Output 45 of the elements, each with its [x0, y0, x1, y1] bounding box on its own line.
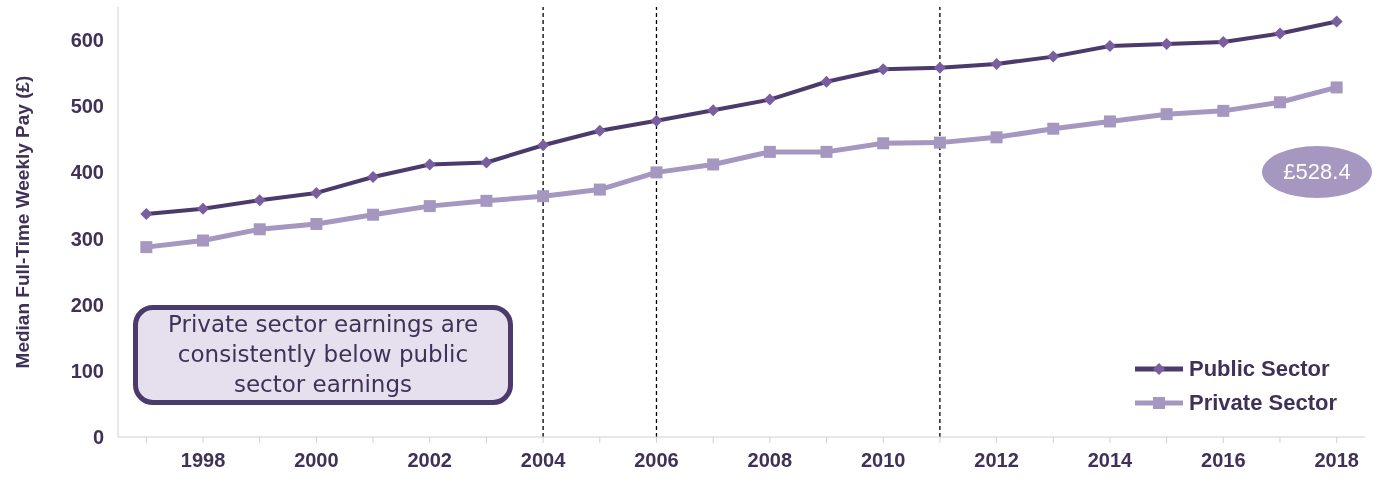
point — [197, 234, 210, 247]
y-tick-label: 200 — [70, 293, 104, 316]
x-tick-label: 2014 — [1087, 449, 1134, 472]
annotation: Private sector earnings are consistently below public sector earnings — [133, 305, 513, 405]
point — [990, 131, 1003, 144]
point — [1273, 96, 1286, 109]
point — [537, 190, 550, 203]
point — [707, 158, 720, 171]
y-tick-label: 500 — [70, 95, 104, 118]
point — [820, 145, 833, 158]
point — [877, 137, 890, 150]
point — [367, 208, 380, 221]
x-tick-label: 2000 — [294, 449, 339, 472]
x-tick-label: 2010 — [860, 449, 906, 472]
point — [423, 200, 436, 213]
point — [310, 217, 323, 230]
y-tick-label: 100 — [70, 359, 104, 382]
legend-label: Public Sector — [1189, 356, 1330, 382]
y-tick-label: 600 — [70, 29, 104, 52]
x-tick-label: 2018 — [1314, 449, 1359, 472]
point — [593, 183, 606, 196]
x-tick-label: 2006 — [634, 449, 679, 472]
point — [933, 136, 946, 149]
annotation: £528.4 — [1262, 146, 1372, 198]
point — [140, 241, 153, 254]
y-tick-label: 0 — [92, 426, 104, 449]
x-tick-label: 2004 — [520, 449, 567, 472]
point — [1330, 81, 1343, 94]
y-axis-title: Median Full-Time Weekly Pay (£) — [11, 75, 33, 369]
point — [1047, 122, 1060, 135]
y-tick-label: 300 — [70, 227, 104, 250]
x-tick-label: 2016 — [1201, 449, 1246, 472]
point — [1217, 104, 1230, 117]
point — [763, 145, 776, 158]
x-tick-label: 2012 — [974, 449, 1019, 472]
point — [1103, 115, 1116, 128]
point — [1160, 108, 1173, 121]
x-tick-label: 2008 — [747, 449, 793, 472]
x-tick-label: 1998 — [180, 449, 226, 472]
point — [650, 166, 663, 179]
point — [480, 194, 493, 207]
point — [253, 223, 266, 236]
y-tick-label: 400 — [70, 161, 104, 184]
legend-label: Private Sector — [1189, 390, 1337, 416]
x-tick-label: 2002 — [407, 449, 452, 472]
